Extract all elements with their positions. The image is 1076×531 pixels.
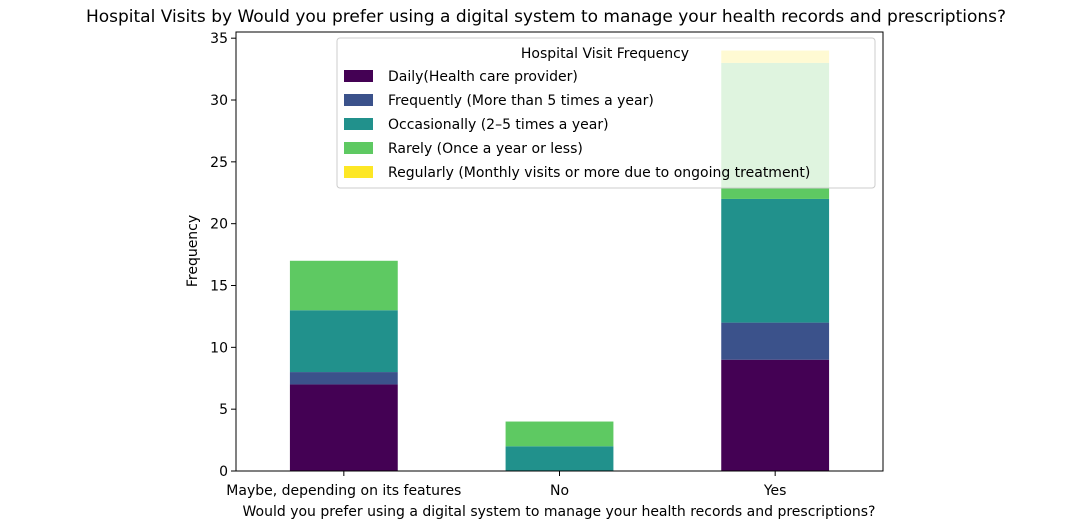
chart-title: Hospital Visits by Would you prefer usin… [86, 7, 1006, 27]
bar-segment [289, 260, 398, 311]
y-tick-label: 10 [210, 340, 228, 356]
y-tick-label: 30 [210, 93, 228, 109]
y-tick-label: 20 [210, 217, 228, 233]
bar-segment [721, 322, 830, 360]
x-axis-ticks: Maybe, depending on its features No Yes [226, 471, 786, 499]
legend-label: Daily(Health care provider) [388, 69, 578, 85]
legend-swatch [344, 70, 373, 82]
bars [289, 50, 830, 471]
bar-segment [721, 198, 830, 323]
legend-label: Regularly (Monthly visits or more due to… [388, 165, 810, 181]
y-tick-label: 0 [219, 464, 228, 480]
legend-label: Rarely (Once a year or less) [388, 141, 583, 157]
x-tick-label: Maybe, depending on its features [226, 483, 461, 499]
legend-swatch [344, 94, 373, 106]
legend-items: Daily(Health care provider) Frequently (M… [344, 69, 810, 181]
legend-label: Frequently (More than 5 times a year) [388, 93, 654, 109]
bar-segment [721, 359, 830, 471]
bar-segment [289, 372, 398, 385]
y-tick-label: 5 [219, 402, 228, 418]
y-tick-label: 35 [210, 31, 228, 47]
legend-label: Occasionally (2–5 times a year) [388, 117, 609, 133]
legend: Hospital Visit Frequency Daily(Health ca… [336, 37, 876, 189]
y-tick-label: 15 [210, 279, 228, 295]
legend-swatch [344, 166, 373, 178]
bar-segment [289, 310, 398, 373]
x-tick-label: No [550, 483, 569, 499]
x-axis-label: Would you prefer using a digital system … [243, 504, 876, 520]
x-tick-label: Yes [763, 483, 787, 499]
y-axis-label: Frequency [185, 215, 201, 287]
bar-segment [505, 446, 614, 471]
y-tick-label: 25 [210, 155, 228, 171]
legend-title: Hospital Visit Frequency [521, 46, 689, 62]
legend-swatch [344, 118, 373, 130]
y-axis-ticks: 0 5 10 15 20 25 30 35 [210, 31, 236, 480]
bar-segment [289, 384, 398, 471]
bar-segment [505, 421, 614, 447]
legend-swatch [344, 142, 373, 154]
plot-frame [235, 31, 884, 472]
legend-box [336, 37, 876, 189]
